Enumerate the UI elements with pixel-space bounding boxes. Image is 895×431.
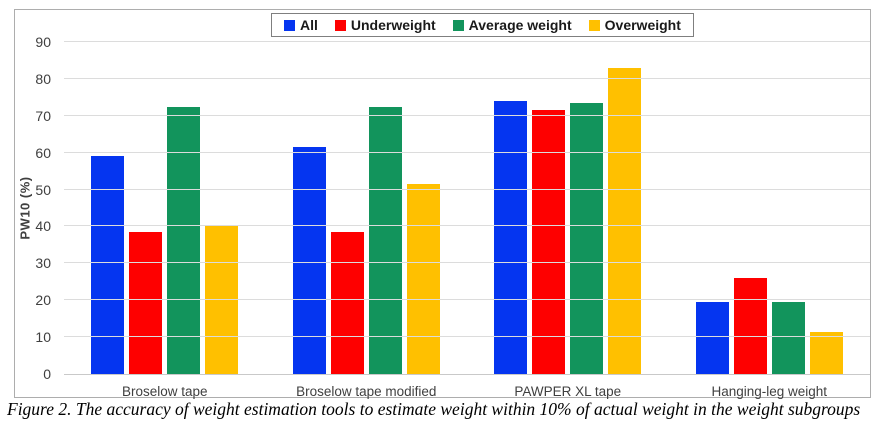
y-tick-label: 80 bbox=[35, 70, 51, 87]
bar bbox=[771, 302, 805, 374]
category-label: Broselow tape bbox=[121, 384, 208, 399]
y-tick-label: 20 bbox=[35, 292, 51, 309]
gridline bbox=[64, 41, 870, 42]
legend-swatch bbox=[284, 19, 295, 31]
bar bbox=[494, 101, 528, 374]
plot-area bbox=[64, 41, 870, 375]
y-axis-ticks: 0 10 20 30 40 50 60 70 80 90 bbox=[15, 34, 57, 382]
gridline bbox=[64, 114, 870, 116]
bar bbox=[368, 106, 402, 374]
category-label: PAWPER XL tape bbox=[514, 384, 622, 399]
gridline bbox=[64, 151, 870, 153]
chart-legend: All Underweight Average weight Overweight bbox=[271, 13, 694, 37]
bar bbox=[406, 184, 440, 374]
bar bbox=[570, 102, 604, 374]
legend-label: Overweight bbox=[604, 17, 681, 33]
y-tick-label: 50 bbox=[35, 181, 51, 198]
bar bbox=[292, 147, 326, 374]
gridline bbox=[64, 262, 870, 264]
x-axis-labels: Broselow tape Broselow tape modified PAWPE… bbox=[64, 384, 870, 399]
category-label: Broselow tape modified bbox=[296, 384, 437, 399]
bar bbox=[129, 231, 163, 374]
y-tick-label: 10 bbox=[35, 329, 51, 346]
bar-group bbox=[266, 42, 468, 374]
bar bbox=[695, 302, 729, 374]
gridline bbox=[64, 225, 870, 227]
legend-swatch bbox=[588, 19, 600, 31]
figure-caption: Figure 2. The accuracy of weight estimat… bbox=[7, 399, 861, 419]
bar-group bbox=[64, 42, 266, 374]
bar bbox=[532, 110, 566, 374]
legend-item: Underweight bbox=[334, 17, 436, 33]
gridline bbox=[64, 299, 870, 301]
gridline bbox=[64, 188, 870, 190]
category-label: Hanging-leg weight bbox=[711, 384, 828, 399]
gridline bbox=[64, 336, 870, 338]
y-tick-label: 70 bbox=[35, 107, 51, 124]
bar bbox=[733, 278, 767, 374]
legend-swatch bbox=[334, 19, 346, 31]
bar bbox=[608, 67, 642, 374]
bar-group bbox=[467, 42, 669, 374]
gridline bbox=[64, 77, 870, 79]
legend-item: Average weight bbox=[452, 17, 572, 33]
chart-frame: All Underweight Average weight Overweight P… bbox=[14, 9, 871, 399]
bar bbox=[809, 331, 843, 374]
y-tick-label: 90 bbox=[35, 34, 51, 50]
bar bbox=[91, 156, 125, 374]
legend-label: All bbox=[300, 17, 318, 33]
bar bbox=[330, 231, 364, 374]
y-tick-label: 30 bbox=[35, 255, 51, 272]
legend-swatch bbox=[452, 19, 464, 31]
legend-item: Overweight bbox=[588, 17, 681, 33]
legend-item: All bbox=[284, 17, 318, 33]
bar-group bbox=[669, 42, 871, 374]
bar-groups bbox=[64, 42, 870, 374]
y-tick-label: 40 bbox=[35, 218, 51, 235]
bar bbox=[167, 106, 201, 374]
y-tick-label: 0 bbox=[43, 366, 51, 382]
legend-label: Underweight bbox=[350, 17, 436, 33]
y-tick-label: 60 bbox=[35, 144, 51, 161]
legend-label: Average weight bbox=[468, 17, 572, 33]
